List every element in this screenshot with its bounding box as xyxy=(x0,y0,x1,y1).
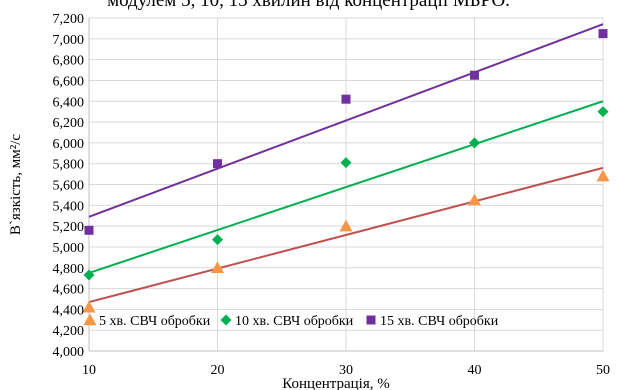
header-text: модулем 5, 10, 15 хвилин від концентраці… xyxy=(107,0,510,11)
x-tick-label: 20 xyxy=(211,363,225,378)
y-tick-label: 6,800 xyxy=(53,54,85,69)
data-point-series-1 xyxy=(211,261,224,273)
y-tick-label: 6,000 xyxy=(53,137,85,152)
y-tick-label: 4,200 xyxy=(53,324,85,339)
legend-marker-series-2 xyxy=(220,314,232,326)
y-tick-label: 6,400 xyxy=(53,95,85,110)
data-point-series-2 xyxy=(212,234,223,246)
data-point-series-3 xyxy=(213,159,222,169)
x-tick-labels: 10 20 30 40 50 xyxy=(82,363,610,378)
legend: 5 хв. СВЧ обробки 10 хв. СВЧ обробки 15 хв… xyxy=(83,313,499,329)
x-tick-label: 30 xyxy=(339,363,353,378)
y-tick-label: 5,000 xyxy=(53,241,85,256)
legend-marker-series-3 xyxy=(366,315,376,325)
legend-item-series-1: 5 хв. СВЧ обробки xyxy=(83,313,211,329)
x-tick-label: 50 xyxy=(596,363,610,378)
x-tick-label: 10 xyxy=(82,363,96,378)
y-axis-title: В`язкість, мм²/с xyxy=(8,134,24,235)
axes xyxy=(88,18,603,352)
y-tick-label: 5,600 xyxy=(53,179,85,194)
y-tick-label: 4,600 xyxy=(53,283,85,298)
legend-item-series-2: 10 хв. СВЧ обробки xyxy=(220,314,354,329)
data-point-series-2 xyxy=(340,157,352,169)
y-tick-labels: 4,000 4,200 4,400 4,600 4,800 5,000 5,200 5,400… xyxy=(53,12,85,360)
x-tick-label: 40 xyxy=(468,363,482,378)
legend-label-series-1: 5 хв. СВЧ обробки xyxy=(99,314,211,329)
data-point-series-3 xyxy=(341,94,351,104)
trend-line-series-2 xyxy=(88,100,604,274)
data-point-series-2 xyxy=(469,137,480,149)
y-tick-label: 6,600 xyxy=(53,74,85,89)
y-tick-label: 4,000 xyxy=(53,345,85,360)
y-tick-label: 6,200 xyxy=(53,116,85,131)
y-tick-label: 7,000 xyxy=(53,33,85,48)
y-tick-label: 5,200 xyxy=(53,220,85,235)
legend-label-series-2: 10 хв. СВЧ обробки xyxy=(235,314,354,329)
y-tick-label: 4,800 xyxy=(53,262,85,277)
trend-line-series-1 xyxy=(88,166,604,304)
legend-label-series-3: 15 хв. СВЧ обробки xyxy=(380,314,499,329)
data-point-series-2 xyxy=(597,106,609,118)
data-point-series-1 xyxy=(468,193,481,206)
data-point-series-1 xyxy=(596,169,610,182)
data-point-series-2 xyxy=(83,269,95,281)
trend-line-series-3 xyxy=(88,23,604,218)
x-axis-title: Концентрація, % xyxy=(282,376,389,390)
data-point-series-3 xyxy=(470,70,479,80)
trend-lines xyxy=(88,23,604,304)
data-point-series-3 xyxy=(84,225,94,235)
data-point-series-3 xyxy=(598,29,608,39)
data-point-series-1 xyxy=(339,219,353,232)
y-tick-label: 5,400 xyxy=(53,199,85,214)
y-tick-label: 7,200 xyxy=(53,12,85,27)
grid-lines xyxy=(88,17,604,352)
legend-marker-series-1 xyxy=(83,313,97,326)
data-point-series-1 xyxy=(82,300,96,313)
y-tick-label: 5,800 xyxy=(53,158,85,173)
data-markers xyxy=(82,29,610,313)
legend-item-series-3: 15 хв. СВЧ обробки xyxy=(366,314,499,329)
y-tick-label: 4,400 xyxy=(53,303,85,318)
